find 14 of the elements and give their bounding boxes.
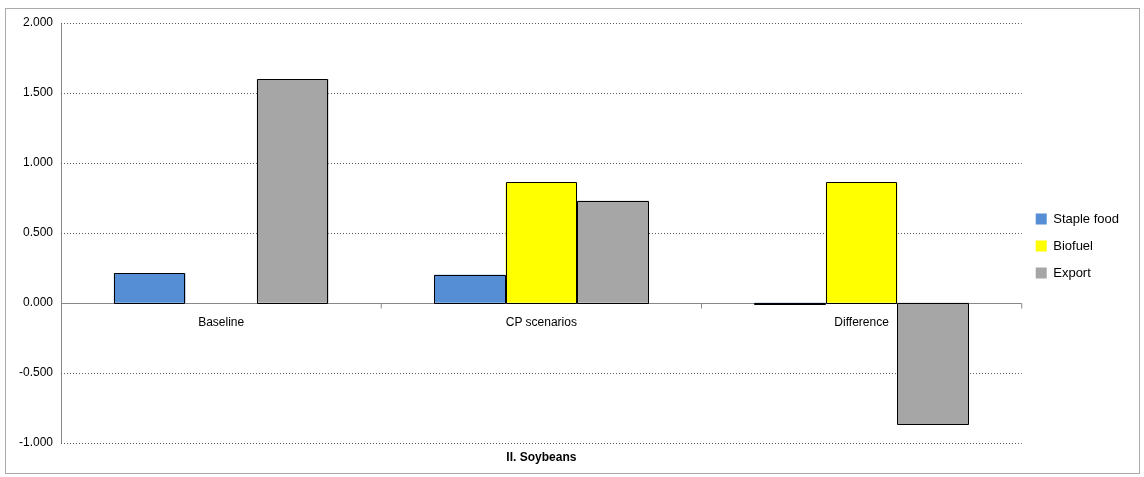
x-tick-label: Baseline <box>198 315 245 330</box>
y-tick-label: 1.000 <box>22 155 54 170</box>
legend-label: Staple food <box>1053 210 1120 226</box>
x-axis-title: II. Soybeans <box>506 450 577 465</box>
y-tick-label: -0.500 <box>18 364 54 379</box>
y-tick-label: -1.000 <box>18 434 54 449</box>
legend-label: Biofuel <box>1053 237 1094 253</box>
y-tick-label: 1.500 <box>22 85 54 100</box>
y-tick-label: 2.000 <box>22 15 54 30</box>
x-tick-label: Difference <box>834 315 890 330</box>
y-tick-label: 0.000 <box>22 295 54 310</box>
legend-label: Export <box>1053 264 1092 280</box>
x-tick-label: CP scenarios <box>505 315 577 330</box>
y-tick-label: 0.500 <box>22 225 54 240</box>
